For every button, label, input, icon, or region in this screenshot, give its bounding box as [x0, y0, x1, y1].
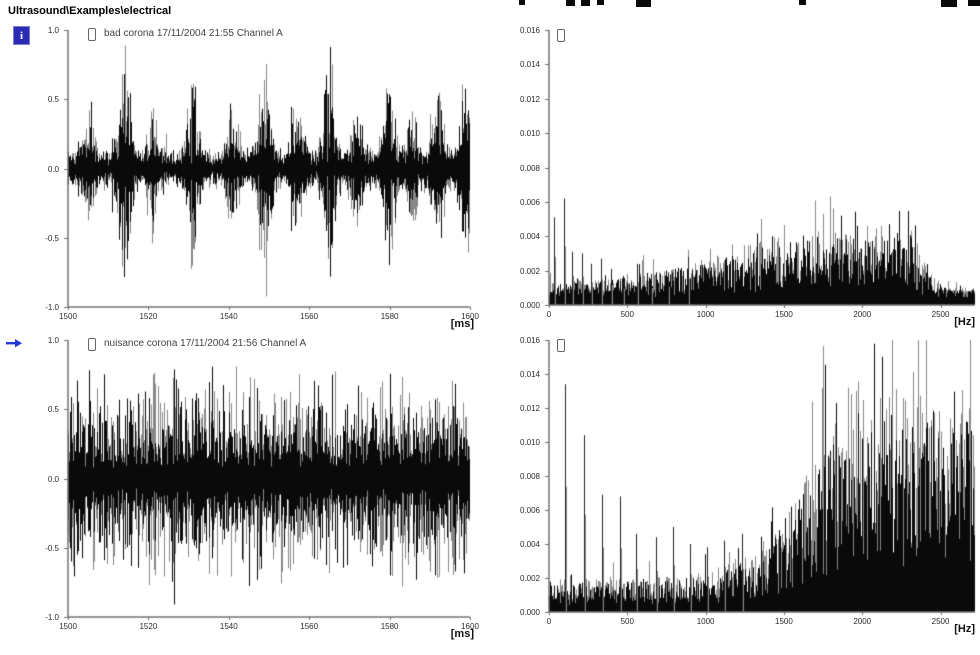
y-tick-label: 0.002	[519, 266, 540, 276]
y-tick-label: 0.006	[519, 506, 540, 515]
x-tick-label: 1520	[139, 312, 158, 321]
y-tick-label: 0.016	[519, 26, 540, 35]
x-tick-label: 1520	[139, 622, 158, 631]
x-tick-label: 1500	[775, 310, 793, 319]
toolbar-icon-fragment	[566, 0, 575, 6]
x-tick-label: 1580	[380, 312, 399, 321]
x-tick-label: 2500	[931, 617, 950, 626]
y-tick-label: 0.010	[519, 438, 540, 447]
x-tick-label: 0	[546, 617, 552, 626]
waveform-canvas	[62, 338, 472, 625]
breadcrumb: Ultrasound\Examples\electrical	[8, 5, 172, 17]
toolbar-icon-fragment	[597, 0, 604, 5]
x-tick-label: 1560	[300, 622, 319, 631]
x-tick-label: 500	[620, 310, 634, 319]
y-tick-label: -1.0	[45, 613, 59, 622]
toolbar-icon-fragment	[968, 0, 980, 6]
toolbar-icon-fragment	[799, 0, 806, 5]
x-tick-label: 1540	[219, 312, 238, 321]
y-tick-label: 0.000	[519, 301, 540, 310]
x-axis-unit-label: [ms]	[450, 318, 474, 330]
info-icon[interactable]: i	[13, 26, 30, 45]
y-tick-label: 0.0	[47, 164, 59, 174]
y-tick-label: 0.006	[519, 197, 540, 207]
y-tick-label: 0.010	[519, 129, 540, 139]
y-tick-label: 0.004	[519, 232, 540, 242]
y-tick-label: -1.0	[45, 303, 59, 312]
x-tick-label: 0	[546, 310, 552, 319]
x-axis-unit-label: [Hz]	[954, 623, 975, 635]
x-tick-label: 1600	[461, 622, 479, 631]
spectrum-canvas	[543, 338, 977, 620]
y-tick-label: 0.014	[519, 60, 540, 70]
y-tick-label: 0.004	[519, 540, 540, 549]
y-tick-label: 0.012	[519, 404, 540, 413]
toolbar-icon-fragment	[941, 0, 957, 7]
x-tick-label: 1540	[219, 622, 238, 631]
x-axis-unit-label: [ms]	[450, 628, 474, 640]
y-tick-label: 0.008	[519, 163, 540, 173]
x-tick-label: 1600	[461, 312, 479, 321]
x-tick-label: 1500	[775, 617, 793, 626]
y-tick-label: -0.5	[45, 233, 59, 243]
y-tick-label: 1.0	[47, 26, 59, 35]
y-tick-label: -0.5	[45, 543, 59, 553]
waveform-canvas	[62, 28, 472, 315]
x-axis-unit-label: [Hz]	[954, 316, 975, 328]
y-tick-label: 0.014	[519, 370, 540, 379]
y-tick-label: 0.016	[519, 336, 540, 345]
y-tick-label: 0.002	[519, 574, 540, 583]
x-tick-label: 2000	[853, 617, 872, 626]
y-tick-label: 0.008	[519, 472, 540, 481]
x-tick-label: 1500	[59, 312, 77, 321]
toolbar-icon-fragment	[519, 0, 525, 5]
toolbar-icon-fragment	[581, 0, 590, 6]
x-tick-label: 1000	[696, 617, 715, 626]
spectrum-canvas	[543, 28, 977, 313]
x-tick-label: 500	[620, 617, 634, 626]
x-tick-label: 1580	[380, 622, 399, 631]
toolbar-icon-fragment	[636, 0, 651, 7]
y-tick-label: 0.5	[47, 405, 59, 415]
x-tick-label: 1500	[59, 622, 77, 631]
y-tick-label: 0.5	[47, 95, 59, 105]
x-tick-label: 1560	[300, 312, 319, 321]
y-tick-label: 0.0	[47, 474, 59, 484]
x-tick-label: 2500	[931, 310, 950, 319]
y-tick-label: 1.0	[47, 336, 59, 345]
selection-arrow-icon[interactable]	[5, 338, 23, 348]
y-tick-label: 0.012	[519, 94, 540, 104]
x-tick-label: 1000	[696, 310, 715, 319]
y-tick-label: 0.000	[519, 608, 540, 617]
x-tick-label: 2000	[853, 310, 872, 319]
